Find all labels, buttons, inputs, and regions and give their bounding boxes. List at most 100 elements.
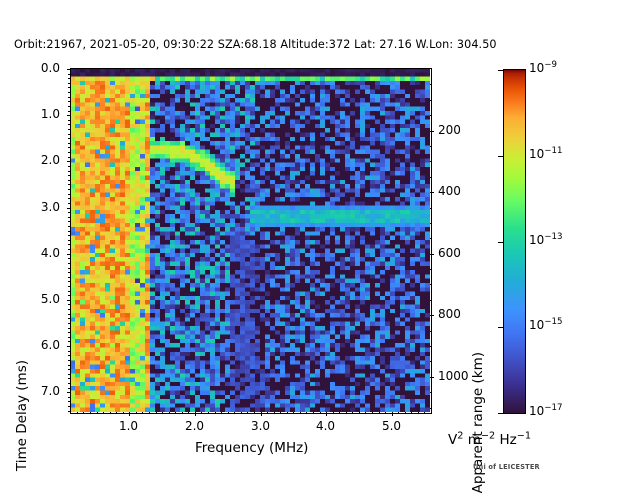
x-minor-tick xyxy=(214,412,216,414)
x-minor-tick xyxy=(371,412,373,414)
x-minor-tick xyxy=(319,412,321,414)
x-minor-tick xyxy=(227,412,229,414)
x-minor-tick xyxy=(299,412,301,414)
x-minor-tick xyxy=(96,412,98,414)
x-minor-tick xyxy=(332,412,334,414)
y-minor-tick xyxy=(68,105,70,107)
y-minor-tick xyxy=(68,368,70,370)
x-minor-tick xyxy=(246,412,248,414)
x-tick xyxy=(128,412,130,416)
x-minor-tick xyxy=(135,412,137,414)
y-minor-tick xyxy=(68,170,70,172)
y-minor-tick xyxy=(68,77,70,79)
x-minor-tick xyxy=(338,412,340,414)
x-minor-tick xyxy=(384,412,386,414)
y-minor-tick xyxy=(68,119,70,121)
x-tick xyxy=(325,412,327,416)
right-minor-tick xyxy=(430,330,432,332)
y-tick xyxy=(66,299,70,301)
x-tick xyxy=(260,412,262,416)
y-minor-tick xyxy=(68,123,70,125)
y-minor-tick xyxy=(68,216,70,218)
x-tick-label: 1.0 xyxy=(118,419,139,433)
y-minor-tick xyxy=(68,257,70,259)
y-minor-tick xyxy=(68,359,70,361)
x-tick xyxy=(391,412,393,416)
y-minor-tick xyxy=(68,373,70,375)
y-minor-tick xyxy=(68,179,70,181)
x-minor-tick xyxy=(148,412,150,414)
colorbar xyxy=(503,69,526,414)
institution-credit: Uni of LEICESTER xyxy=(473,463,540,471)
y-tick-label: 4.0 xyxy=(40,245,60,260)
y-minor-tick xyxy=(68,96,70,98)
y-tick-label: 3.0 xyxy=(40,199,60,214)
y-minor-tick xyxy=(68,350,70,352)
x-axis-label: Frequency (MHz) xyxy=(195,440,309,456)
y-tick xyxy=(66,391,70,393)
y-minor-tick xyxy=(68,405,70,407)
y-minor-tick xyxy=(68,202,70,204)
y-tick xyxy=(66,160,70,162)
x-minor-tick xyxy=(305,412,307,414)
y-minor-tick xyxy=(68,396,70,398)
y-minor-tick xyxy=(68,100,70,102)
x-minor-tick xyxy=(410,412,412,414)
colorbar-tick xyxy=(498,69,503,71)
y-minor-tick xyxy=(68,308,70,310)
colorbar-tick-label: 10−17 xyxy=(529,402,563,418)
right-minor-tick xyxy=(430,160,432,162)
y-minor-tick xyxy=(68,248,70,250)
x-tick-label: 2.0 xyxy=(184,419,205,433)
x-minor-tick xyxy=(181,412,183,414)
y-minor-tick xyxy=(68,137,70,139)
x-minor-tick xyxy=(364,412,366,414)
y-minor-tick xyxy=(68,313,70,315)
x-minor-tick xyxy=(200,412,202,414)
right-tick xyxy=(430,130,434,132)
y-minor-tick xyxy=(68,303,70,305)
x-minor-tick xyxy=(430,412,432,414)
y-minor-tick xyxy=(68,151,70,153)
y-minor-tick xyxy=(68,234,70,236)
y-minor-tick xyxy=(68,73,70,75)
right-tick-label: 1000 xyxy=(438,368,469,383)
x-minor-tick xyxy=(233,412,235,414)
y-minor-tick xyxy=(68,128,70,130)
heatmap-canvas xyxy=(70,68,430,412)
right-minor-tick xyxy=(430,407,432,409)
x-minor-tick xyxy=(109,412,111,414)
x-minor-tick xyxy=(423,412,425,414)
y-minor-tick xyxy=(68,410,70,412)
right-tick-label: 400 xyxy=(438,183,461,198)
plot-title: Orbit:21967, 2021-05-20, 09:30:22 SZA:68… xyxy=(14,38,497,51)
y-tick-label: 7.0 xyxy=(40,383,60,398)
right-minor-tick xyxy=(430,176,432,178)
colorbar-tick xyxy=(498,155,503,157)
y-minor-tick xyxy=(68,82,70,84)
y-minor-tick xyxy=(68,183,70,185)
y-minor-tick xyxy=(68,290,70,292)
x-minor-tick xyxy=(397,412,399,414)
x-minor-tick xyxy=(253,412,255,414)
x-minor-tick xyxy=(351,412,353,414)
y-minor-tick xyxy=(68,165,70,167)
y-minor-tick xyxy=(68,156,70,158)
y-tick xyxy=(66,345,70,347)
y-minor-tick xyxy=(68,400,70,402)
y-minor-tick xyxy=(68,133,70,135)
y-tick xyxy=(66,207,70,209)
y-tick xyxy=(66,68,70,70)
y-minor-tick xyxy=(68,336,70,338)
x-minor-tick xyxy=(102,412,104,414)
ionogram-heatmap-axes xyxy=(70,68,430,412)
right-tick xyxy=(430,253,434,255)
y-minor-tick xyxy=(68,387,70,389)
right-minor-tick xyxy=(430,360,432,362)
y-minor-tick xyxy=(68,382,70,384)
y-minor-tick xyxy=(68,197,70,199)
x-minor-tick xyxy=(82,412,84,414)
y-minor-tick xyxy=(68,193,70,195)
x-minor-tick xyxy=(207,412,209,414)
x-minor-tick xyxy=(358,412,360,414)
